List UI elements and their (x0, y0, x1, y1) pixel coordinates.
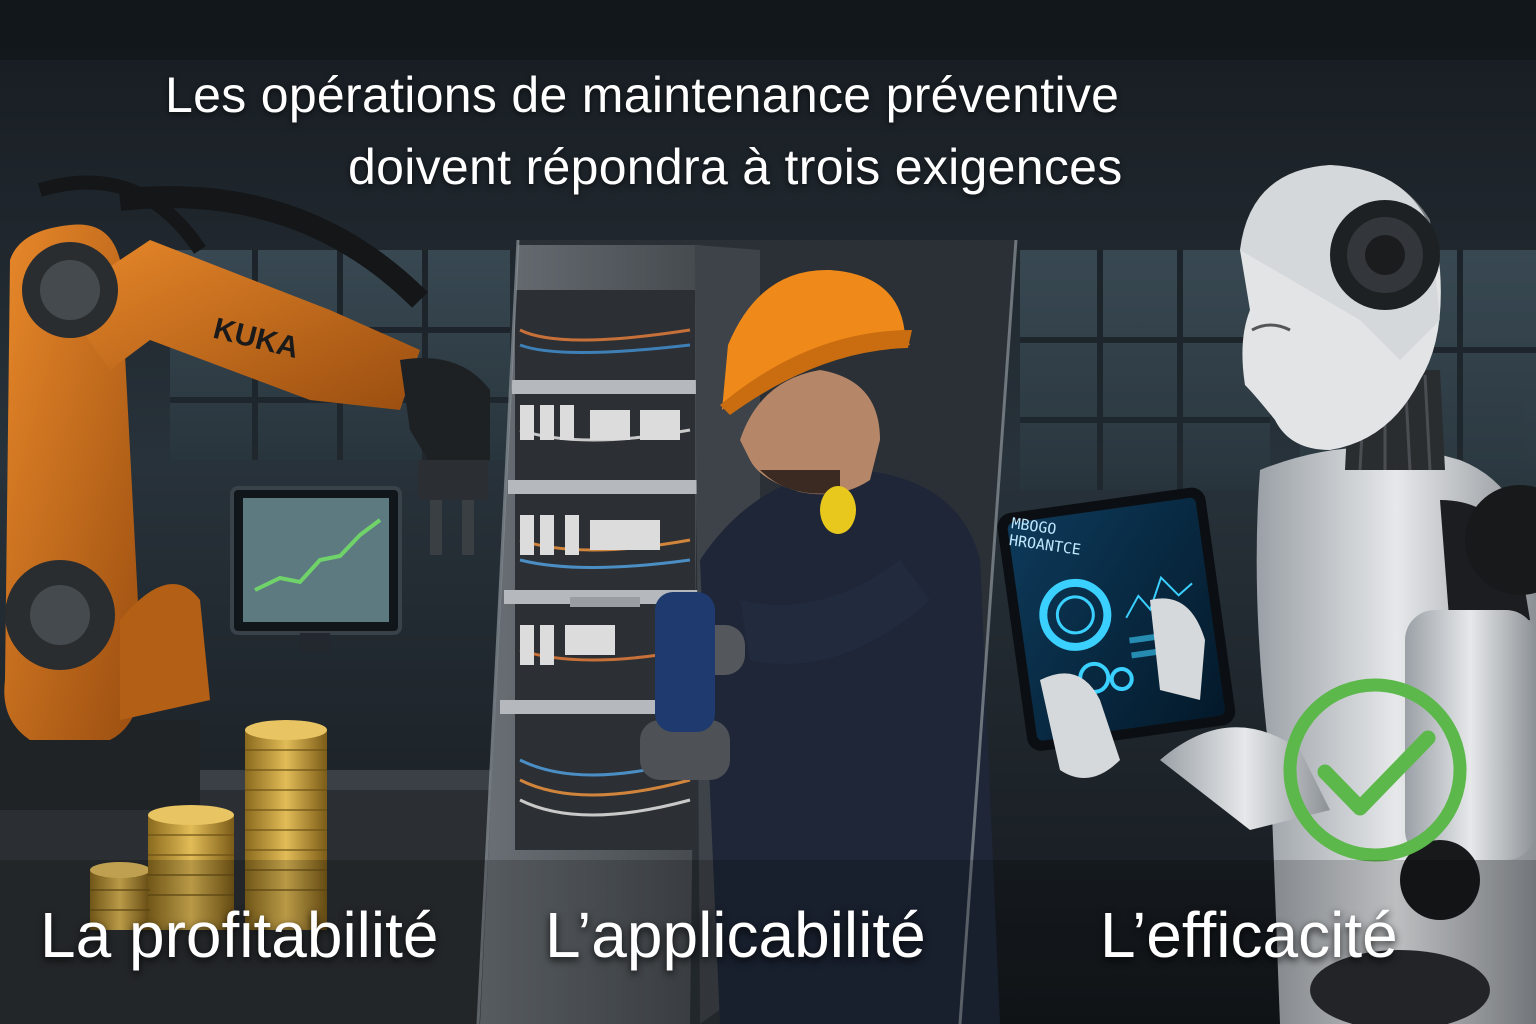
electrical-cabinet (500, 290, 705, 850)
check-circle-icon (1283, 678, 1467, 862)
hard-hat (722, 269, 910, 410)
trend-chart-icon (230, 486, 402, 653)
caption-profitability: La profitabilité (40, 899, 439, 971)
coin-stack-icon (90, 720, 327, 930)
caption-efficiency: L’efficacité (1100, 899, 1398, 971)
drill (655, 592, 715, 732)
robot-hands (1040, 598, 1205, 778)
kuka-robot-arm (0, 175, 490, 810)
title-line-1: Les opérations de maintenance préventive (165, 67, 1120, 123)
caption-applicability: L’applicabilité (545, 899, 926, 971)
title-line-2: doivent répondra à trois exigences (348, 139, 1123, 195)
technician (570, 269, 1000, 1024)
humanoid-robot (1160, 165, 1536, 1024)
